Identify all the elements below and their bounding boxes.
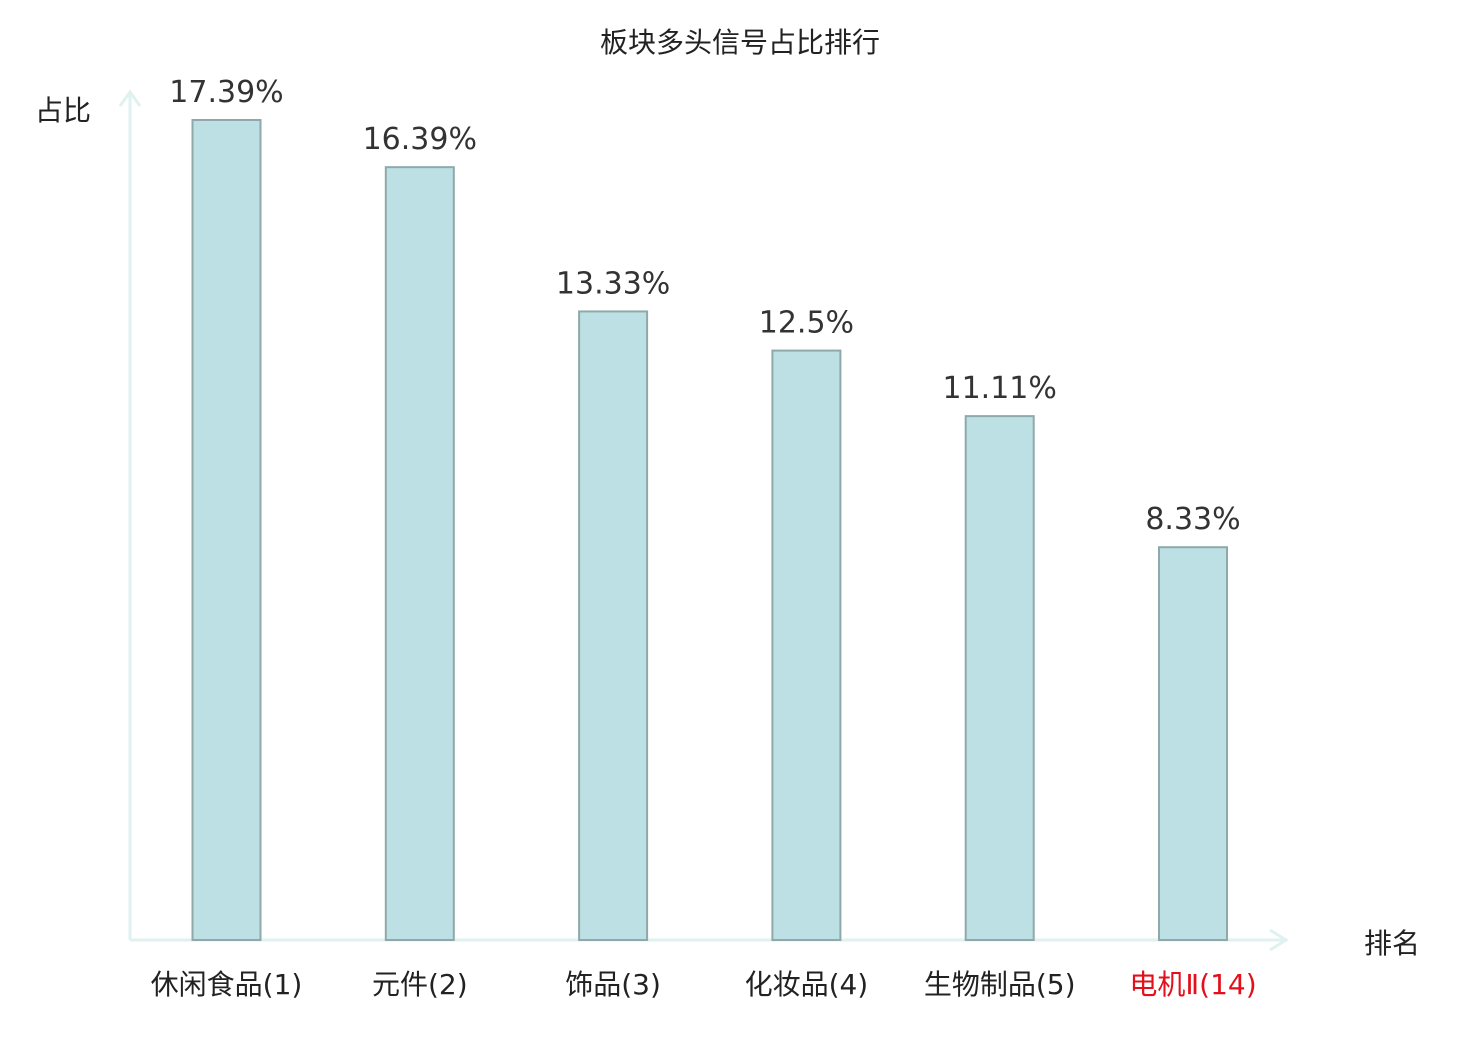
bar — [578, 310, 649, 941]
bar-value-label: 8.33% — [1145, 502, 1240, 537]
y-axis — [118, 89, 142, 940]
x-tick-label: 饰品(3) — [565, 968, 661, 1001]
bar — [384, 166, 455, 941]
chart-title: 板块多头信号占比排行 — [600, 26, 880, 59]
x-tick-label: 电机Ⅱ(14) — [1129, 968, 1256, 1001]
bar-value-label: 16.39% — [363, 122, 477, 157]
x-tick-label: 化妆品(4) — [745, 968, 869, 1001]
bar — [771, 349, 842, 941]
x-axis — [130, 928, 1289, 952]
bar-value-label: 12.5% — [759, 306, 854, 341]
x-tick-label: 元件(2) — [372, 968, 468, 1001]
bar-value-label: 11.11% — [943, 371, 1057, 406]
bar-value-label: 13.33% — [556, 266, 670, 301]
x-tick-label: 休闲食品(1) — [151, 968, 303, 1001]
bar-value-label: 17.39% — [169, 75, 283, 110]
x-axis-label: 排名 — [1364, 927, 1420, 960]
bar — [191, 119, 262, 941]
x-tick-label: 生物制品(5) — [924, 968, 1076, 1001]
y-axis-label: 占比 — [35, 94, 91, 127]
bar-series: 17.39% 休闲食品(1) 16.39% 元件(2) 13.33% 饰品(3) 12.5%… — [151, 75, 1257, 1001]
bar — [1158, 546, 1228, 942]
bar — [964, 415, 1035, 941]
